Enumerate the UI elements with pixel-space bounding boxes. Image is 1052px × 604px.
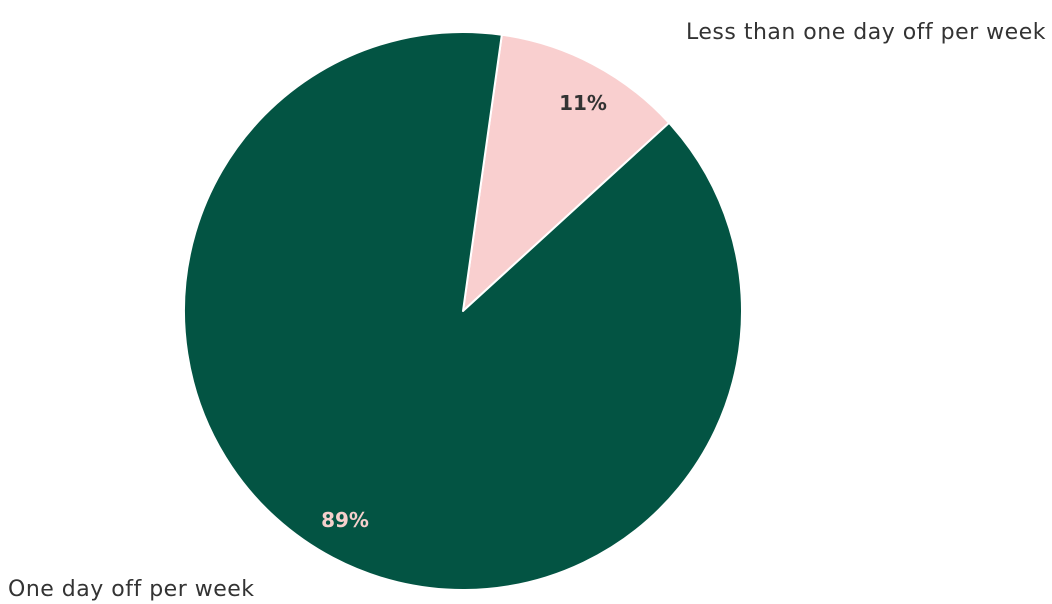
pie-slices <box>183 31 744 591</box>
slice-percent-label-less-than-one-day: 11% <box>559 91 607 115</box>
pie-slice-less-than-one-day <box>462 33 671 312</box>
pie-slice-one-day <box>183 31 744 591</box>
slice-label-one-day: One day off per week <box>8 577 255 602</box>
slice-label-less-than-one-day: Less than one day off per week <box>686 20 1046 45</box>
slice-percent-label-one-day: 89% <box>321 508 369 532</box>
